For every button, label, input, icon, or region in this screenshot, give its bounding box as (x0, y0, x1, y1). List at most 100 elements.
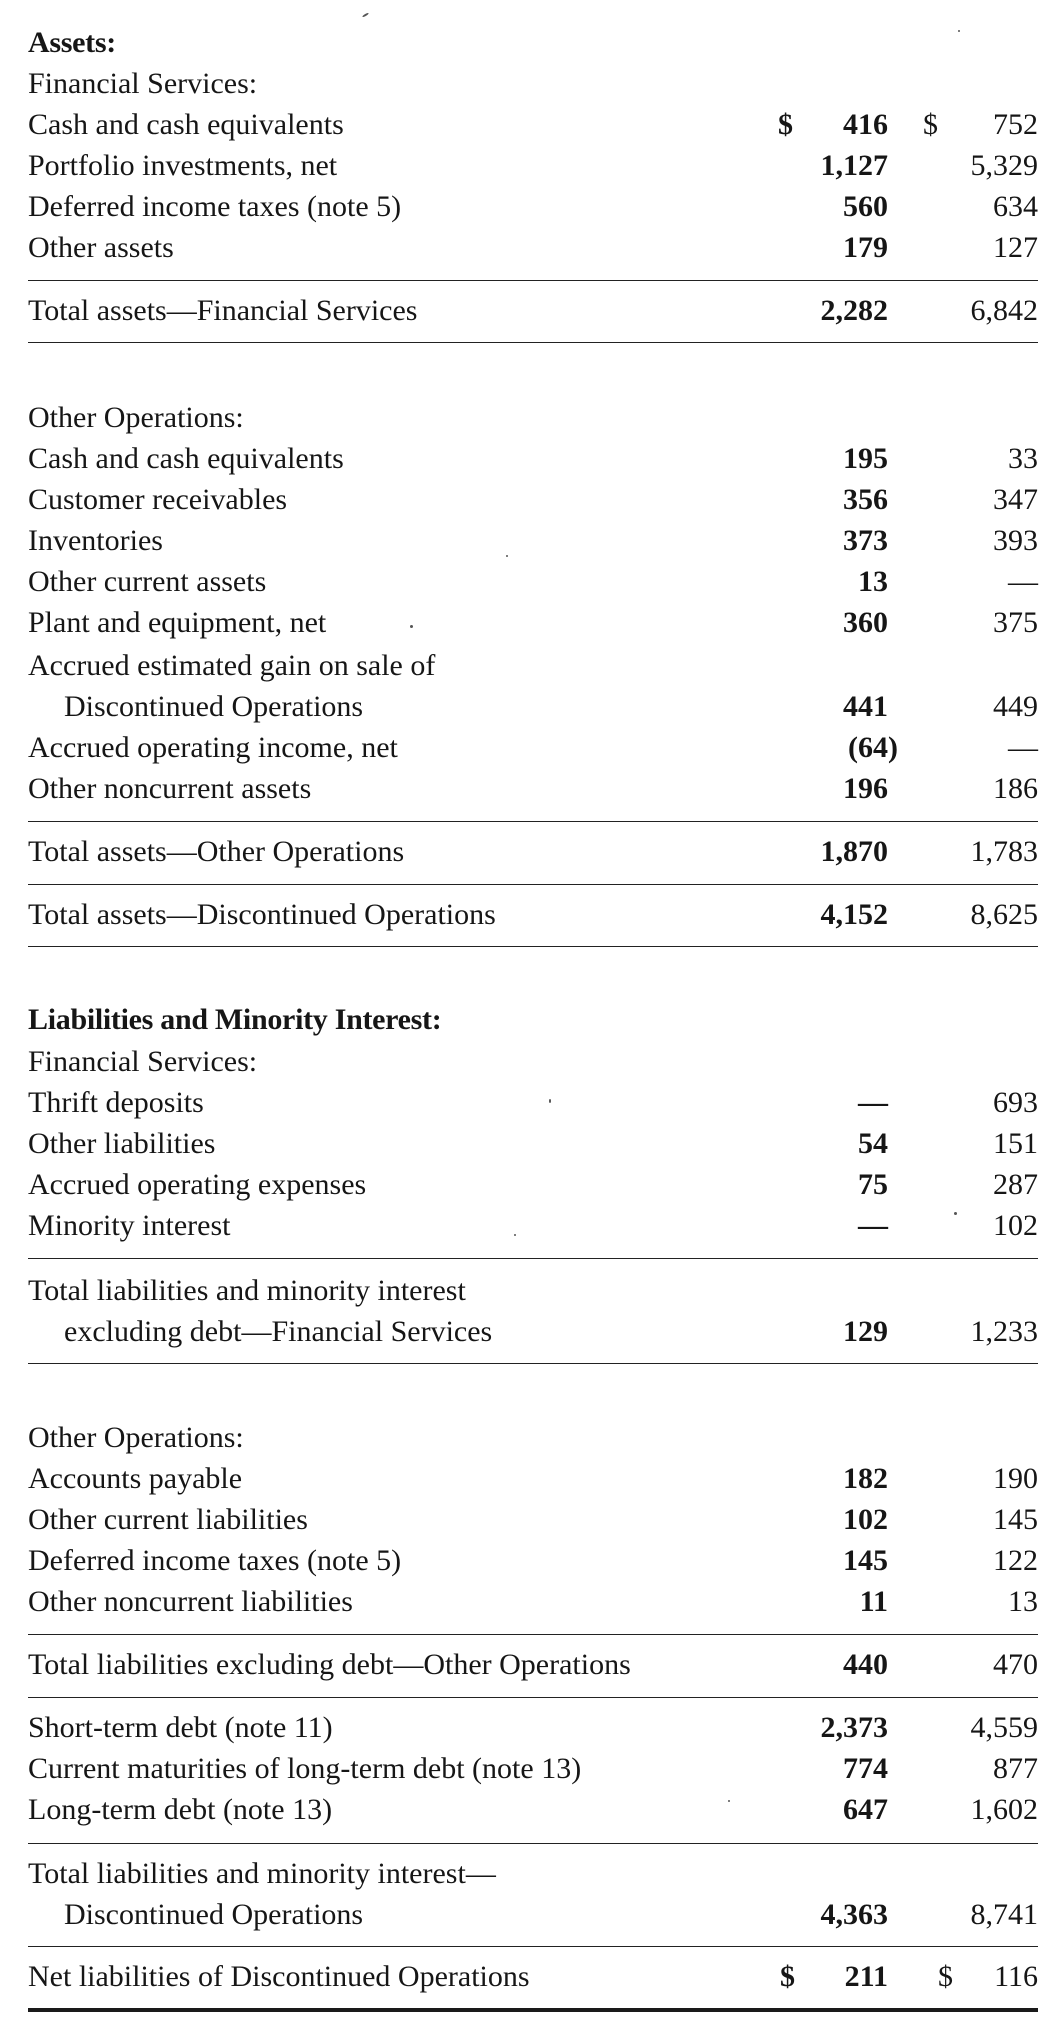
row-label: Other noncurrent assets (28, 772, 312, 805)
table-row: Plant and equipment, net 360 375 (28, 602, 1038, 644)
value-prior: 470 (993, 1648, 1038, 1681)
value-prior: — (1008, 565, 1038, 598)
scan-speck (361, 12, 370, 18)
value-prior: 151 (993, 1127, 1038, 1160)
value-current: 360 (843, 606, 888, 639)
total-row: Total assets—Discontinued Operations 4,1… (28, 894, 1038, 936)
value-prior: 1,233 (970, 1315, 1039, 1348)
scan-speck (728, 1800, 730, 1802)
value-prior: 33 (1008, 442, 1038, 475)
value-prior: 347 (993, 483, 1038, 516)
scan-speck (954, 1212, 957, 1215)
row-label: Total assets—Financial Services (28, 294, 418, 327)
rule (28, 1634, 1038, 1635)
value-current: 774 (843, 1752, 888, 1785)
subheading: Other Operations: (28, 1421, 244, 1454)
value-prior: 102 (993, 1209, 1038, 1242)
table-row: Accounts payable 182 190 (28, 1458, 1038, 1500)
row-label: Accrued estimated gain on sale of (28, 649, 436, 682)
value-prior: 449 (993, 690, 1038, 723)
table-row: Minority interest — 102 (28, 1205, 1038, 1247)
table-row: Current maturities of long-term debt (no… (28, 1748, 1038, 1790)
subheading-row: Other Operations: (28, 1417, 1038, 1459)
scan-speck (958, 30, 960, 32)
row-label: Current maturities of long-term debt (no… (28, 1752, 582, 1785)
row-label: Other noncurrent liabilities (28, 1585, 353, 1618)
total-row: Total liabilities and minority interest— (28, 1853, 1038, 1895)
value-prior: 393 (993, 524, 1038, 557)
value-prior: — (1008, 731, 1038, 764)
value-current: 356 (843, 483, 888, 516)
value-current: — (858, 1209, 888, 1242)
row-label: Deferred income taxes (note 5) (28, 190, 402, 223)
row-label-continued: Discontinued Operations (64, 690, 364, 723)
table-row: Short-term debt (note 11) 2,373 4,559 (28, 1707, 1038, 1749)
rule (28, 280, 1038, 281)
value-prior: 4,559 (970, 1711, 1039, 1744)
value-prior: 186 (993, 772, 1038, 805)
subheading-row: Financial Services: (28, 1041, 1038, 1083)
rule (28, 342, 1038, 343)
liabilities-heading: Liabilities and Minority Interest: (28, 1003, 442, 1036)
subheading: Financial Services: (28, 67, 258, 100)
assets-heading-row: Assets: (28, 22, 1038, 64)
value-prior: 5,329 (970, 149, 1039, 182)
currency-symbol: $ (938, 1960, 953, 1993)
value-current: 373 (843, 524, 888, 557)
row-label: Short-term debt (note 11) (28, 1711, 333, 1744)
value-current: 145 (843, 1544, 888, 1577)
row-label: Net liabilities of Discontinued Operatio… (28, 1960, 530, 1993)
row-label: Minority interest (28, 1209, 231, 1242)
row-label: Customer receivables (28, 483, 288, 516)
value-current: 196 (843, 772, 888, 805)
table-row: Accrued operating income, net (64) — (28, 727, 1038, 769)
table-row: Other liabilities 54 151 (28, 1123, 1038, 1165)
row-label: Total liabilities excluding debt—Other O… (28, 1648, 631, 1681)
subheading-row: Other Operations: (28, 397, 1038, 439)
value-current: 560 (843, 190, 888, 223)
value-current: 2,282 (820, 294, 889, 327)
value-current: 1,127 (820, 149, 889, 182)
scan-speck (506, 555, 508, 557)
rule (28, 821, 1038, 822)
assets-heading: Assets: (28, 26, 116, 59)
value-current: 2,373 (820, 1711, 889, 1744)
rule (28, 884, 1038, 885)
value-current: 211 (844, 1960, 888, 1993)
row-label: Accrued operating expenses (28, 1168, 367, 1201)
net-row: Net liabilities of Discontinued Operatio… (28, 1956, 1038, 1998)
row-label-continued: excluding debt—Financial Services (64, 1315, 493, 1348)
value-current: (64) (848, 731, 898, 764)
currency-symbol: $ (923, 108, 938, 141)
currency-symbol: $ (778, 108, 793, 141)
value-prior: 145 (993, 1503, 1038, 1536)
rule (28, 1258, 1038, 1259)
value-current: 11 (859, 1585, 888, 1618)
table-row: Other noncurrent assets 196 186 (28, 768, 1038, 810)
row-label: Cash and cash equivalents (28, 108, 344, 141)
subheading-row: Financial Services: (28, 63, 1038, 105)
rule (28, 946, 1038, 947)
value-current: 179 (843, 231, 888, 264)
value-prior: 122 (993, 1544, 1038, 1577)
table-row: Deferred income taxes (note 5) 145 122 (28, 1540, 1038, 1582)
table-row-continued: Discontinued Operations 441 449 (28, 686, 1038, 728)
table-row: Accrued estimated gain on sale of (28, 645, 1038, 687)
table-row: Portfolio investments, net 1,127 5,329 (28, 145, 1038, 187)
table-row: Accrued operating expenses 75 287 (28, 1164, 1038, 1206)
value-prior: 116 (994, 1960, 1038, 1993)
table-row: Long-term debt (note 13) 647 1,602 (28, 1789, 1038, 1831)
subheading: Financial Services: (28, 1045, 258, 1078)
value-current: 441 (843, 690, 888, 723)
value-current: 195 (843, 442, 888, 475)
value-current: 129 (843, 1315, 888, 1348)
double-rule (28, 2008, 1038, 2012)
scan-speck (549, 1099, 551, 1103)
row-label: Accrued operating income, net (28, 731, 398, 764)
liabilities-heading-row: Liabilities and Minority Interest: (28, 999, 1038, 1041)
value-current: — (858, 1086, 888, 1119)
row-label: Other assets (28, 231, 174, 264)
table-row: Thrift deposits — 693 (28, 1082, 1038, 1124)
value-prior: 634 (993, 190, 1038, 223)
total-row: Total assets—Financial Services 2,282 6,… (28, 290, 1038, 332)
